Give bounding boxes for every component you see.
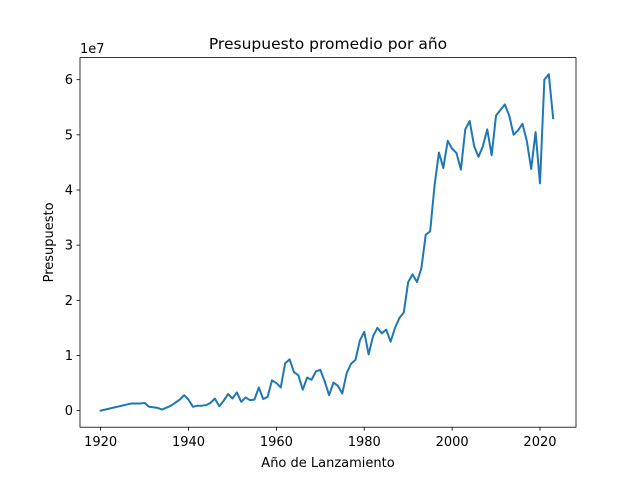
x-tick-label: 2000 [436, 435, 469, 450]
x-axis: 1920 1940 1960 1980 2000 2020 [84, 427, 557, 450]
y-axis-offset-label: 1e7 [80, 42, 105, 57]
y-tick-label: 0 [65, 404, 73, 419]
x-tick-label: 1940 [172, 435, 205, 450]
y-tick-label: 6 [65, 73, 73, 88]
chart-title: Presupuesto promedio por año [209, 35, 447, 53]
plot-frame [79, 57, 577, 428]
x-tick-label: 2020 [523, 435, 556, 450]
y-axis-label: Presupuesto [42, 202, 57, 282]
y-tick-label: 4 [65, 183, 73, 198]
x-axis-label: Año de Lanzamiento [261, 456, 394, 471]
x-tick-label: 1960 [260, 435, 293, 450]
x-tick-label: 1980 [348, 435, 381, 450]
y-tick-label: 1 [65, 349, 73, 364]
series-line [99, 73, 555, 412]
y-tick-label: 5 [65, 128, 73, 143]
y-axis: 0 1 2 3 4 5 6 [65, 73, 80, 419]
y-tick-label: 3 [65, 239, 73, 254]
y-tick-label: 2 [65, 294, 73, 309]
x-tick-label: 1920 [84, 435, 117, 450]
